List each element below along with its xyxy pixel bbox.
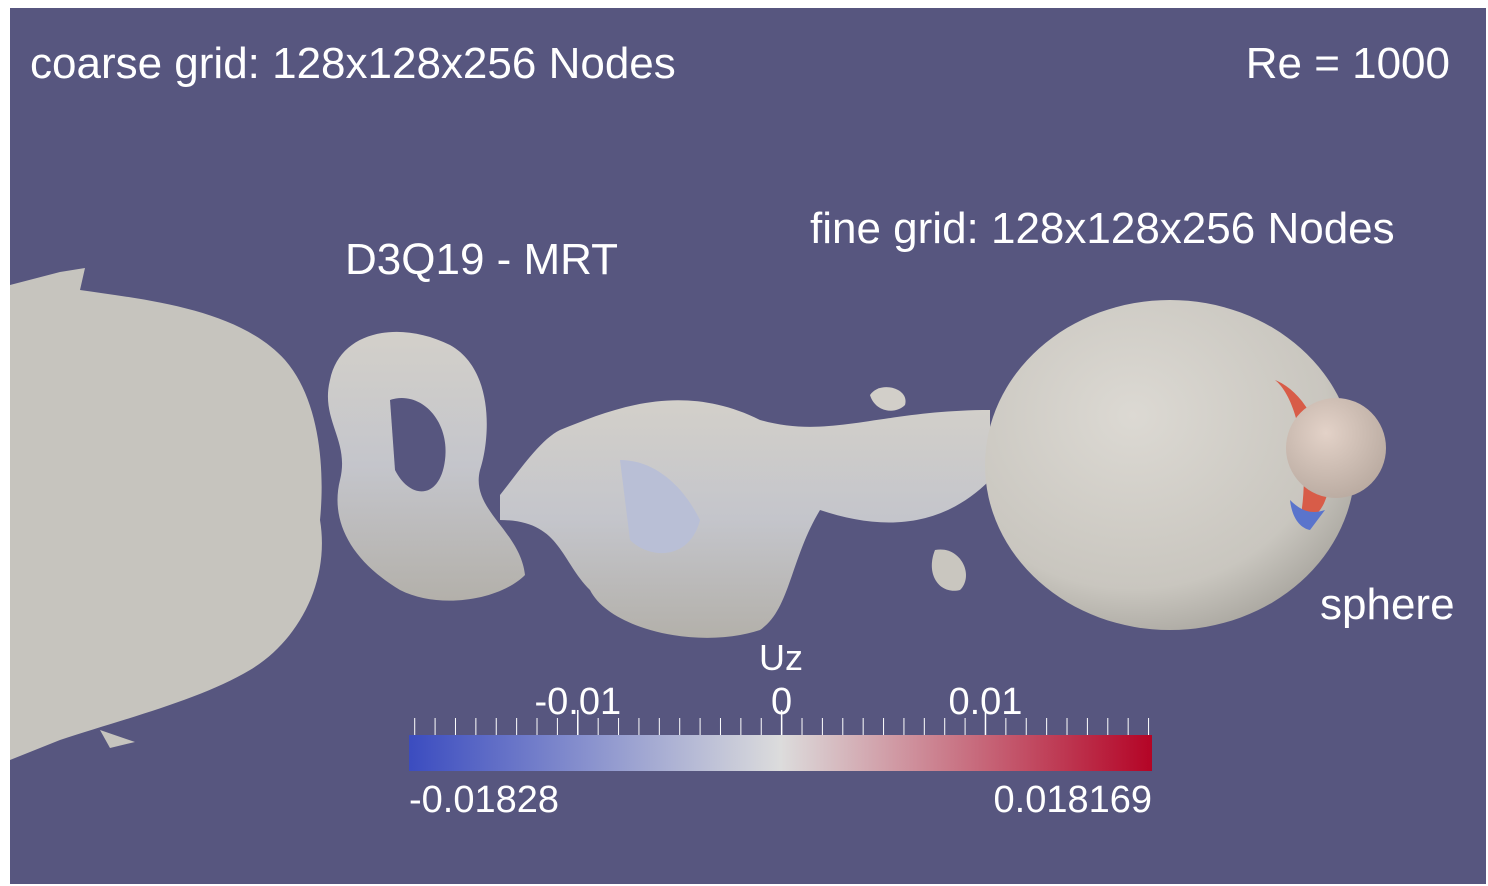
coarse-grid-label: coarse grid: 128x128x256 Nodes <box>30 39 676 88</box>
range-min-label: -0.01828 <box>409 779 559 821</box>
tick-label: 0 <box>771 681 792 723</box>
reynolds-label: Re = 1000 <box>1246 39 1450 88</box>
visualization: coarse grid: 128x128x256 Nodes Re = 1000… <box>0 0 1488 886</box>
scheme-label: D3Q19 - MRT <box>345 235 618 284</box>
sphere-label: sphere <box>1320 580 1455 629</box>
range-max-label: 0.018169 <box>994 779 1153 821</box>
fine-grid-label: fine grid: 128x128x256 Nodes <box>810 204 1395 253</box>
tick-label: 0.01 <box>948 681 1022 723</box>
colorbar <box>409 735 1152 771</box>
tick-label: -0.01 <box>534 681 621 723</box>
colorbar-title: Uz <box>759 637 803 678</box>
